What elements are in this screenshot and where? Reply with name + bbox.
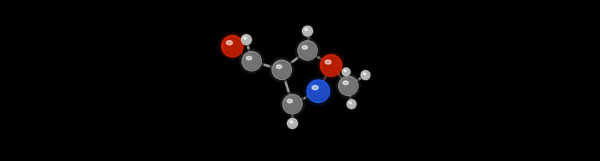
Circle shape (298, 41, 317, 60)
Circle shape (346, 99, 357, 109)
Ellipse shape (226, 41, 232, 45)
Circle shape (343, 68, 350, 76)
Circle shape (304, 77, 332, 105)
Circle shape (219, 33, 246, 60)
Circle shape (304, 27, 312, 35)
Circle shape (360, 70, 371, 80)
Circle shape (318, 52, 344, 79)
Ellipse shape (343, 81, 348, 85)
Circle shape (300, 43, 316, 59)
Circle shape (242, 52, 262, 71)
Circle shape (323, 57, 341, 75)
Circle shape (307, 80, 329, 103)
Circle shape (242, 35, 251, 45)
Circle shape (224, 38, 242, 56)
Ellipse shape (287, 99, 292, 103)
Circle shape (348, 101, 355, 108)
Circle shape (240, 34, 253, 46)
Circle shape (341, 67, 351, 77)
Circle shape (301, 25, 314, 37)
Circle shape (336, 74, 361, 98)
Circle shape (361, 71, 370, 79)
Circle shape (347, 100, 356, 108)
Circle shape (239, 49, 264, 73)
Ellipse shape (344, 70, 346, 71)
Circle shape (269, 58, 294, 82)
Ellipse shape (277, 65, 282, 69)
Circle shape (309, 82, 328, 101)
Ellipse shape (290, 121, 292, 123)
Ellipse shape (305, 29, 307, 30)
Ellipse shape (302, 46, 307, 49)
Circle shape (287, 119, 298, 128)
Circle shape (221, 35, 243, 57)
Ellipse shape (363, 73, 365, 75)
Circle shape (280, 92, 305, 116)
Circle shape (295, 38, 320, 62)
Circle shape (244, 53, 260, 70)
Circle shape (302, 26, 313, 36)
Ellipse shape (349, 102, 352, 104)
Circle shape (242, 36, 251, 44)
Circle shape (362, 72, 370, 79)
Ellipse shape (244, 37, 247, 39)
Circle shape (272, 60, 292, 79)
Ellipse shape (247, 56, 251, 60)
Circle shape (289, 120, 297, 128)
Circle shape (338, 76, 358, 95)
Circle shape (274, 62, 290, 78)
Circle shape (286, 117, 299, 129)
Circle shape (341, 78, 357, 95)
Circle shape (285, 96, 301, 113)
Ellipse shape (312, 85, 318, 90)
Ellipse shape (325, 60, 331, 64)
Circle shape (283, 95, 302, 114)
Circle shape (343, 69, 350, 75)
Circle shape (320, 55, 342, 76)
